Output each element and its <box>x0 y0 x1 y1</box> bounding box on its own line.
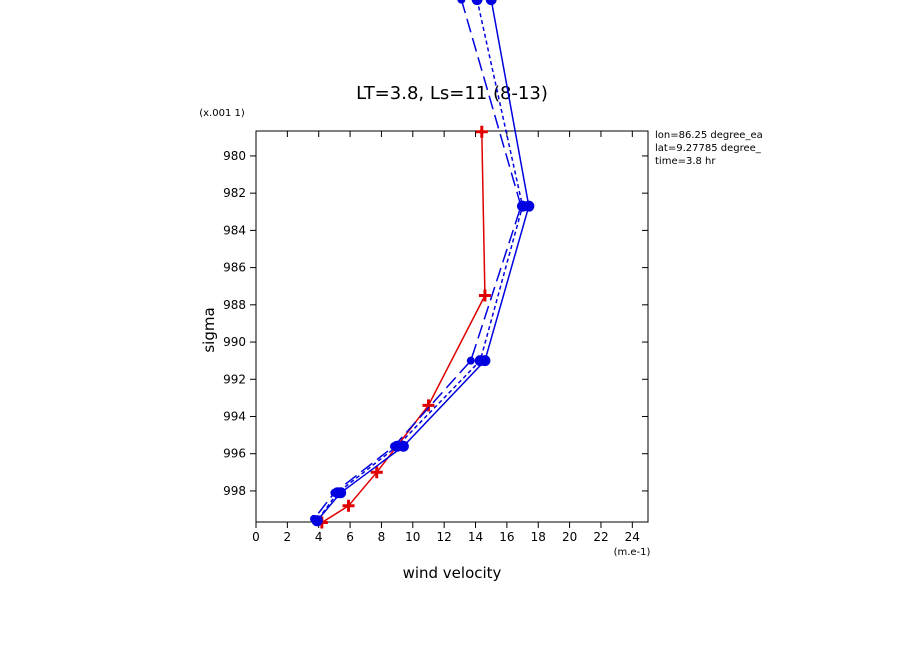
profile-line <box>313 0 522 520</box>
y-tick-label: 980 <box>223 149 246 163</box>
x-tick-label: 12 <box>437 530 452 544</box>
marker <box>342 499 355 512</box>
y-tick-label: 984 <box>223 223 246 237</box>
marker <box>516 202 525 211</box>
x-tick-label: 0 <box>252 530 260 544</box>
y-tick-label: 992 <box>223 372 246 386</box>
x-tick-label: 18 <box>531 530 546 544</box>
y-unit-label: (x.001 1) <box>199 108 245 119</box>
y-axis-label: sigma <box>200 307 218 352</box>
y-tick-label: 986 <box>223 261 246 275</box>
x-tick-label: 24 <box>625 530 640 544</box>
x-tick-label: 20 <box>562 530 577 544</box>
annotation: time=3.8 hr <box>655 156 716 167</box>
x-tick-label: 10 <box>405 530 420 544</box>
profile-line <box>316 0 524 522</box>
chart-title: LT=3.8, Ls=11 (8-13) <box>356 83 548 104</box>
y-tick-label: 998 <box>223 484 246 498</box>
y-tick-label: 994 <box>223 409 246 423</box>
marker <box>330 488 339 497</box>
marker <box>370 466 383 479</box>
y-tick-label: 996 <box>223 447 246 461</box>
profile-line <box>321 131 486 524</box>
x-tick-label: 4 <box>315 530 323 544</box>
marker <box>466 356 475 365</box>
annotation: lat=9.27785 degree_ <box>655 143 762 154</box>
marker <box>475 125 488 138</box>
annotation: lon=86.25 degree_ea <box>655 130 763 141</box>
marker <box>478 289 491 302</box>
marker <box>422 399 435 412</box>
profile-line <box>316 0 530 522</box>
x-unit-label: (m.e-1) <box>614 547 651 558</box>
marker <box>471 0 483 6</box>
y-tick-label: 982 <box>223 186 246 200</box>
x-tick-label: 6 <box>346 530 354 544</box>
x-tick-label: 8 <box>378 530 386 544</box>
x-tick-label: 16 <box>499 530 514 544</box>
marker <box>310 514 319 523</box>
x-tick-label: 14 <box>468 530 483 544</box>
y-tick-label: 990 <box>223 335 246 349</box>
marker <box>474 355 486 367</box>
plot-frame <box>255 130 649 523</box>
x-axis-label: wind velocity <box>403 564 502 582</box>
x-tick-label: 2 <box>284 530 292 544</box>
y-tick-label: 988 <box>223 298 246 312</box>
x-tick-label: 22 <box>593 530 608 544</box>
marker <box>485 0 497 6</box>
marker <box>389 442 398 451</box>
annotations: lon=86.25 degree_ea lat=9.27785 degree_ … <box>655 130 763 167</box>
marker <box>457 0 466 4</box>
